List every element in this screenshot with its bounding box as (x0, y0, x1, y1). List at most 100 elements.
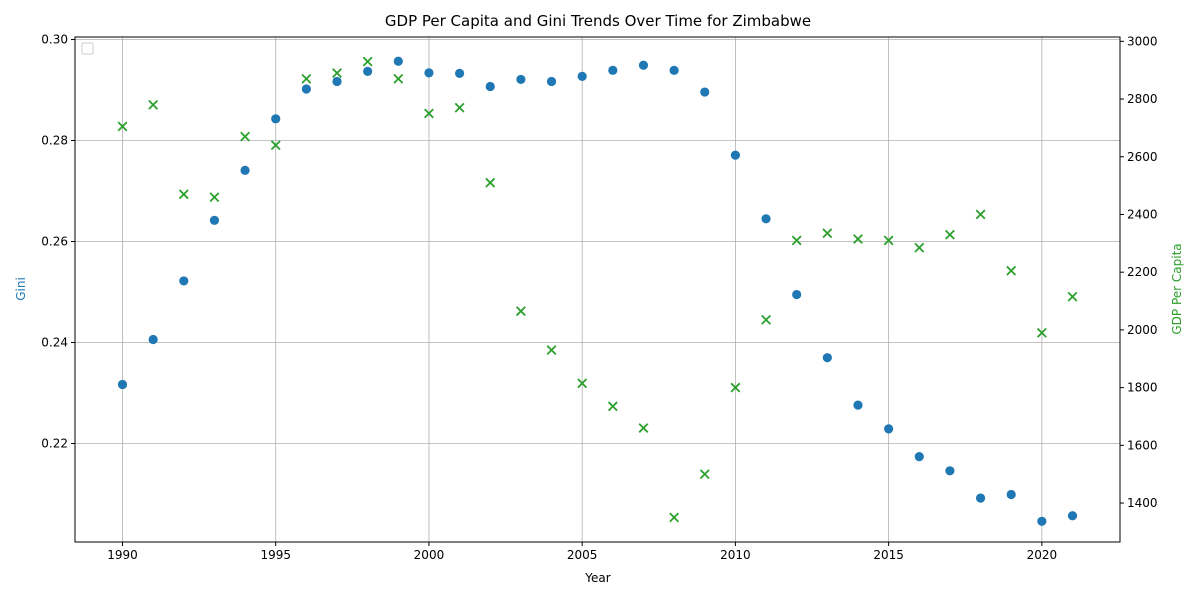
gdp-point-stroke (638, 423, 649, 433)
gdp-point-stroke (178, 189, 189, 200)
gdp-point (332, 68, 342, 79)
gdp-point (1006, 265, 1017, 276)
y-right-tick-label: 2200 (1127, 265, 1158, 279)
gini-point (1006, 489, 1016, 500)
y-left-tick-label: 0.26 (41, 235, 68, 249)
axes-ticks: 1990 1995 2000 2005 2010 2015 2020 0.22 0.24 0.26… (41, 33, 1157, 562)
gdp-point-stroke (424, 108, 434, 119)
x-tick-label: 1995 (260, 548, 291, 562)
gdp-point-stroke (1036, 327, 1047, 338)
gini-point (148, 334, 158, 345)
y-right-tick-label: 2600 (1127, 150, 1158, 164)
gdp-point (515, 306, 526, 317)
y-left-tick-label: 0.30 (41, 33, 68, 47)
gdp-point-stroke (577, 378, 588, 389)
gdp-point (853, 234, 863, 244)
x-tick-label: 2015 (873, 548, 904, 562)
gdp-point-stroke (362, 56, 373, 67)
gdp-point (117, 121, 128, 132)
gdp-point-stroke (485, 177, 496, 188)
gdp-point (240, 131, 251, 142)
gdp-point (638, 423, 649, 433)
gdp-point (209, 192, 220, 203)
gini-point (914, 452, 924, 462)
gdp-point-stroke (699, 469, 710, 480)
gdp-point (424, 108, 434, 119)
y-left-tick-label: 0.28 (41, 134, 68, 148)
gdp-point-stroke (393, 73, 404, 84)
x-tick-label: 2000 (414, 548, 445, 562)
y-axis-left-title: Gini (14, 277, 28, 301)
gdp-point (914, 242, 925, 253)
gdp-point (669, 512, 680, 523)
gdp-point (1067, 291, 1078, 302)
x-tick-label: 2010 (720, 548, 751, 562)
y-left-tick-label: 0.22 (41, 437, 68, 451)
gdp-point (822, 228, 833, 239)
y-axis-right-title: GDP Per Capita (1170, 243, 1184, 334)
gdp-point (362, 56, 373, 67)
gini-point (363, 66, 373, 76)
gdp-point (607, 401, 618, 412)
gini-point (546, 76, 557, 87)
y-left-tick-label: 0.24 (41, 336, 68, 350)
gini-point (608, 65, 618, 75)
gdp-point (730, 382, 741, 393)
gini-point (271, 114, 281, 124)
gini-point (117, 379, 128, 390)
gdp-point-stroke (148, 99, 159, 110)
gdp-point-stroke (975, 209, 986, 220)
gini-point (884, 424, 894, 434)
y-right-tick-label: 3000 (1127, 34, 1158, 48)
gdp-point (454, 102, 465, 113)
y-right-tick-label: 2400 (1127, 207, 1158, 221)
gini-series (117, 56, 1078, 526)
gdp-point (791, 235, 802, 246)
gini-point (485, 81, 495, 92)
gdp-point-stroke (240, 131, 251, 142)
gdp-point-stroke (791, 235, 802, 246)
gdp-point-stroke (761, 314, 771, 325)
x-tick-label: 2005 (567, 548, 598, 562)
gini-point (638, 60, 649, 70)
y-right-tick-label: 2000 (1127, 323, 1158, 337)
gdp-point-stroke (944, 229, 955, 240)
gdp-point (699, 469, 710, 480)
gini-point (945, 466, 955, 476)
gini-point (516, 74, 526, 85)
gdp-point-stroke (546, 345, 557, 356)
gini-point (1037, 516, 1047, 526)
x-tick-label: 2020 (1027, 548, 1058, 562)
gini-point (975, 493, 986, 503)
gdp-point (975, 209, 986, 220)
gdp-point-stroke (301, 73, 312, 84)
gdp-point-stroke (669, 512, 680, 523)
gdp-point-stroke (332, 68, 342, 79)
gini-point (393, 56, 403, 66)
gdp-point (270, 140, 281, 151)
y-right-tick-label: 1400 (1127, 496, 1158, 510)
gdp-point (761, 314, 771, 325)
gini-point (577, 71, 587, 81)
gini-point (424, 68, 434, 78)
gdp-point-stroke (454, 102, 465, 113)
gdp-point (148, 99, 159, 110)
gini-point (454, 68, 465, 78)
gini-point (792, 289, 802, 300)
gdp-point-stroke (1067, 291, 1078, 302)
y-right-tick-label: 2800 (1127, 92, 1158, 106)
y-right-tick-label: 1600 (1127, 438, 1158, 452)
gdp-point-stroke (914, 242, 925, 253)
gini-point (301, 84, 311, 94)
gdp-point (301, 73, 312, 84)
gini-point (179, 276, 189, 286)
gini-point (1067, 511, 1078, 521)
plot-frame (74, 36, 1121, 543)
gini-point (730, 150, 741, 160)
chart-title: GDP Per Capita and Gini Trends Over Time… (385, 12, 811, 30)
gdp-point-stroke (117, 121, 128, 132)
gdp-point (944, 229, 955, 240)
gdp-point-stroke (270, 140, 281, 151)
gdp-point (883, 235, 894, 246)
